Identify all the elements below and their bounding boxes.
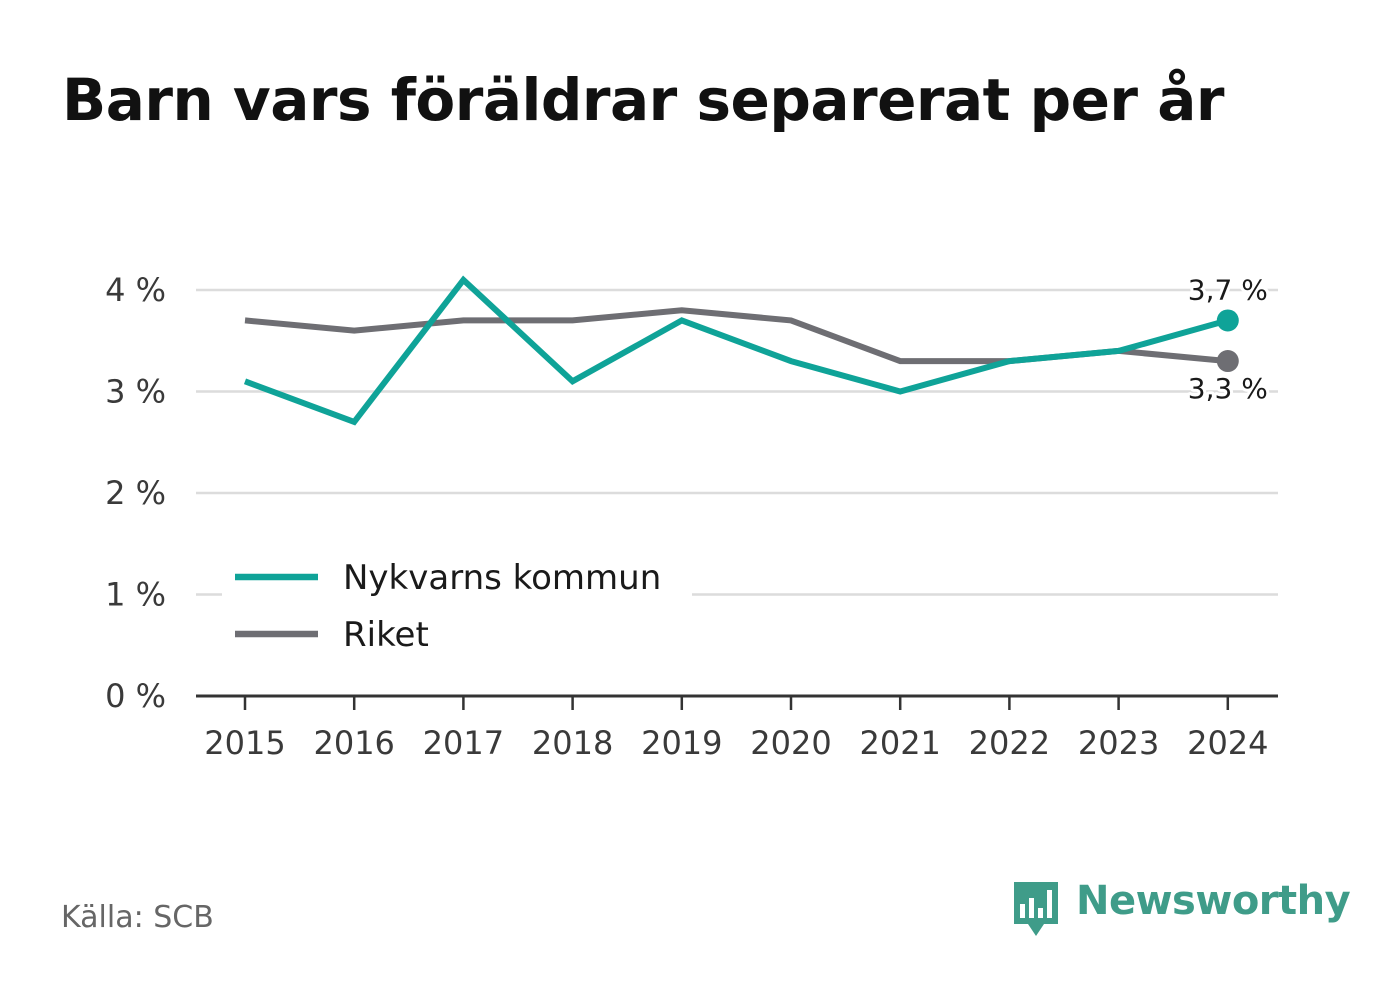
legend: Nykvarns kommun Riket [222, 548, 692, 660]
x-tick-label: 2020 [750, 724, 831, 762]
y-tick-label: 1 % [105, 576, 166, 614]
y-tick-label: 2 % [105, 474, 166, 512]
legend-label: Nykvarns kommun [343, 558, 661, 598]
y-tick-label: 0 % [105, 677, 166, 715]
x-tick-label: 2018 [532, 724, 613, 762]
legend-background [222, 548, 692, 660]
chart-title: Barn vars föräldrar separerat per år [62, 66, 1224, 134]
x-tick-label: 2016 [313, 724, 394, 762]
end-label-halo: 3,3 % [1188, 372, 1268, 405]
source-note: Källa: SCB [61, 900, 214, 935]
series-end-point [1216, 350, 1239, 373]
end-value-label: 3,7 % [1188, 273, 1268, 306]
series-end-point [1216, 309, 1239, 332]
x-axis: 2015 2016 2017 2018 2019 2020 2021 2022 2023 2024 [196, 694, 1278, 762]
x-tick-label: 2024 [1187, 724, 1268, 762]
x-tick-label: 2015 [204, 724, 285, 762]
series-line [243, 275, 1229, 426]
end-labels: 3,7 %3,7 %3,3 %3,3 % [1185, 270, 1271, 408]
x-tick-label: 2017 [423, 724, 504, 762]
x-tick-label: 2023 [1078, 724, 1159, 762]
x-tick-label: 2022 [969, 724, 1050, 762]
legend-label: Riket [343, 615, 429, 655]
brand-name: Newsworthy [1076, 878, 1351, 924]
newsworthy-logo-icon [1014, 882, 1058, 936]
gridlines: 0 % 1 % 2 % 3 % 4 % [105, 271, 1278, 715]
end-label-halo: 3,7 % [1188, 273, 1268, 306]
series-lines [243, 275, 1239, 426]
x-tick-label: 2019 [641, 724, 722, 762]
y-tick-label: 3 % [105, 373, 166, 411]
x-tick-label: 2021 [859, 724, 940, 762]
brand-logo: Newsworthy [1010, 878, 1351, 942]
end-value-label: 3,3 % [1188, 372, 1268, 405]
y-tick-label: 4 % [105, 271, 166, 309]
